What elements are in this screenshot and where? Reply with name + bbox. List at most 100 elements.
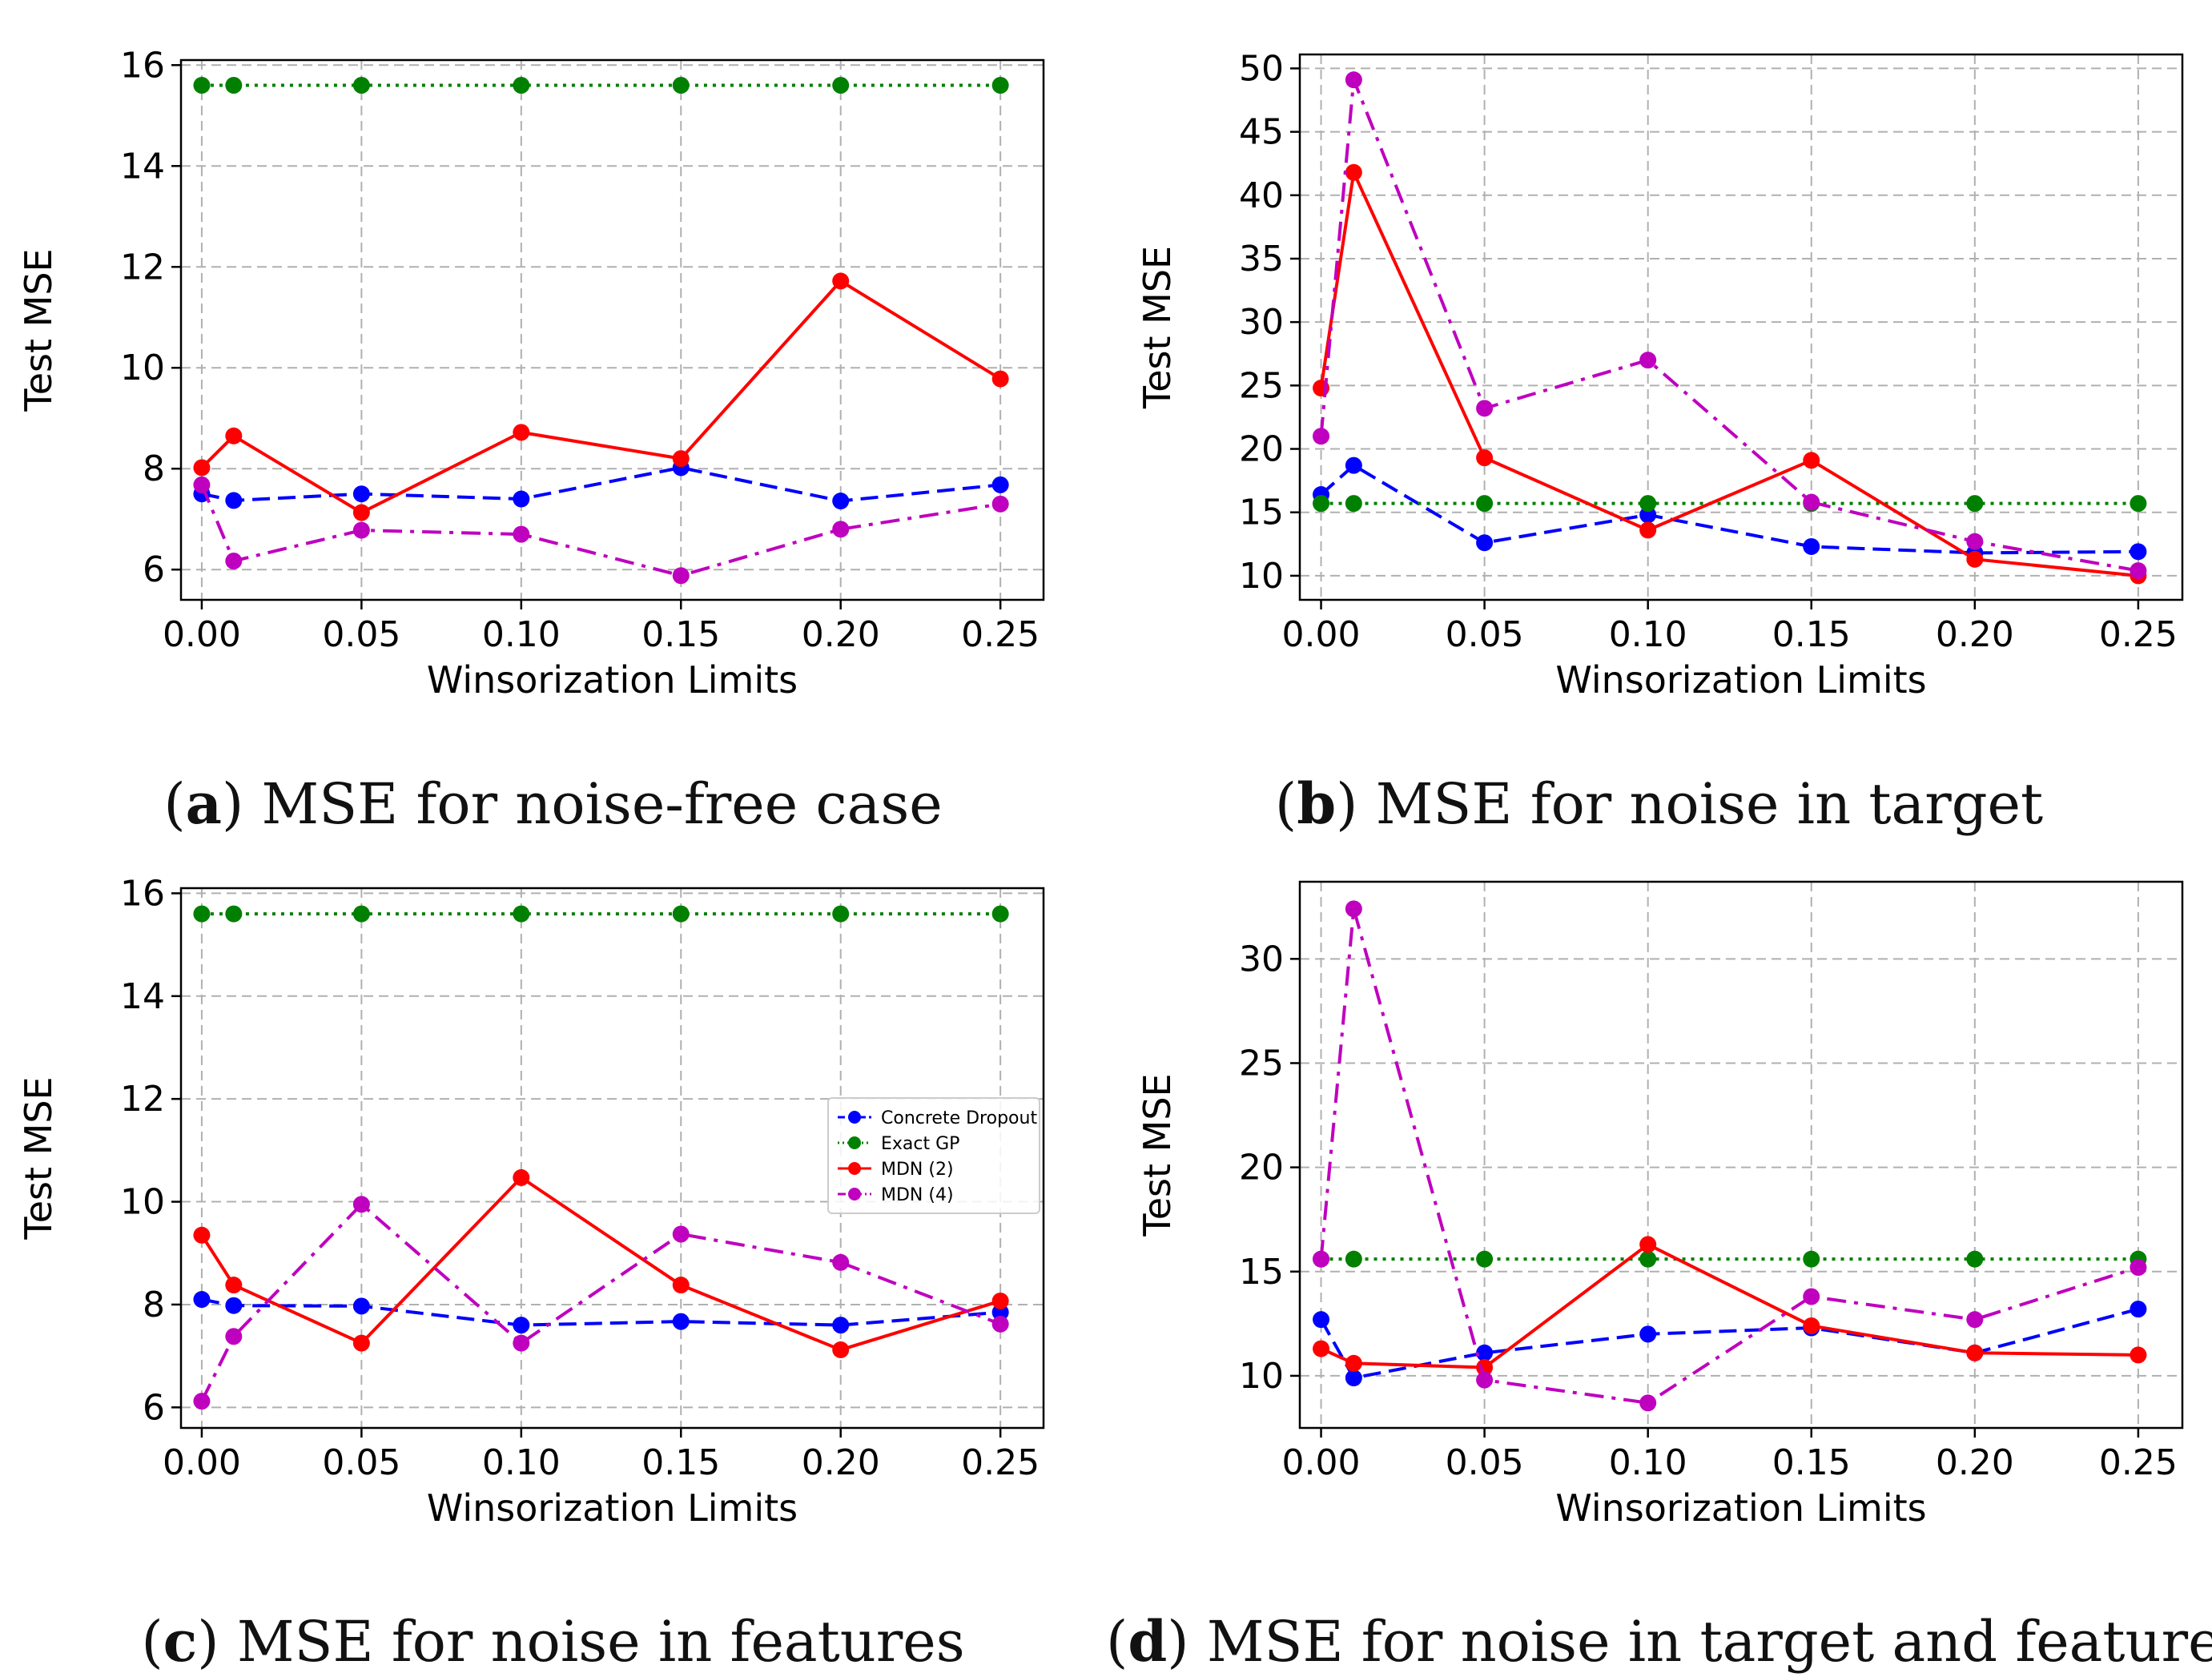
y-tick-label-a-1: 8 [143,448,165,489]
y-axis-label-b: Test MSE [1136,246,1179,409]
caption-b-text: MSE for noise in target [1375,771,2044,837]
point-a-concrete-dropout-6 [991,476,1009,493]
point-d-concrete-dropout-0 [1313,1311,1330,1329]
point-a-concrete-dropout-1 [225,492,243,509]
point-c-concrete-dropout-4 [672,1313,690,1330]
point-a-mdn-2-4 [672,450,690,468]
point-d-mdn-4-2 [1476,1371,1494,1389]
y-tick-label-c-2: 10 [120,1182,165,1223]
x-tick-label-c-0: 0.00 [163,1442,241,1483]
y-tick-label-c-5: 16 [120,873,165,914]
y-tick-label-c-1: 8 [143,1285,165,1325]
point-d-mdn-2-0 [1313,1340,1330,1357]
y-tick-label-b-6: 40 [1239,175,1284,216]
point-a-mdn-2-6 [991,370,1009,388]
chart-c-svg: 0.00 0.05 0.10 0.15 0.20 0.25 6 8 10 12 14 16 Winsor… [17,873,1045,1530]
point-c-exact-gp-1 [225,905,243,923]
point-a-mdn-2-1 [225,427,243,444]
caption-b: (b) MSE for noise in target [1274,770,2044,837]
series-line-c-concrete-dropout [201,1297,1001,1327]
point-a-exact-gp-2 [352,76,370,94]
point-b-mdn-4-0 [1313,428,1330,445]
point-c-mdn-2-4 [672,1277,690,1294]
point-d-concrete-dropout-1 [1345,1369,1362,1387]
point-a-mdn-4-0 [193,476,211,493]
y-tick-label-d-3: 25 [1239,1043,1284,1084]
point-b-exact-gp-5 [1966,495,1984,513]
y-tick-label-d-4: 30 [1239,939,1284,979]
point-c-exact-gp-2 [352,905,370,923]
point-d-mdn-4-3 [1639,1394,1657,1412]
point-c-exact-gp-0 [193,905,211,923]
point-a-concrete-dropout-5 [832,493,850,510]
series-line-b-concrete-dropout [1320,464,2138,555]
caption-d-label: d [1128,1608,1168,1675]
legend-marker-mdn-4 [848,1188,861,1200]
y-tick-label-d-2: 20 [1239,1148,1284,1188]
point-d-mdn-2-2 [1476,1359,1494,1377]
point-c-exact-gp-4 [672,905,690,923]
y-axis-label-d: Test MSE [1136,1073,1179,1237]
x-tick-label-a-5: 0.25 [961,614,1040,655]
x-tick-label-a-3: 0.15 [641,614,720,655]
point-d-mdn-4-5 [1966,1311,1984,1329]
point-a-exact-gp-3 [513,76,530,94]
caption-c: (c) MSE for noise in features [141,1608,965,1675]
point-c-concrete-dropout-0 [193,1291,211,1309]
point-c-mdn-2-6 [991,1292,1009,1309]
series-line-a-mdn-2 [200,279,1002,515]
chart-panel-c: 0.00 0.05 0.10 0.15 0.20 0.25 6 8 10 12 14 16 Winsor… [0,838,1106,1677]
y-tick-label-b-5: 35 [1239,239,1284,280]
point-a-mdn-4-4 [672,567,690,585]
chart-panel-d: 0.00 0.05 0.10 0.15 0.20 0.25 10 15 20 25 30 Winsor… [1106,838,2212,1677]
y-tick-label-c-3: 12 [120,1079,165,1120]
x-tick-label-d-4: 0.20 [1936,1442,2014,1483]
legend-marker-concrete-dropout [848,1111,861,1124]
point-d-mdn-2-4 [1803,1317,1820,1334]
point-d-mdn-2-3 [1639,1236,1657,1253]
point-b-mdn-2-4 [1803,452,1820,469]
point-d-exact-gp-4 [1803,1250,1820,1268]
y-tick-label-d-0: 10 [1239,1356,1284,1397]
y-tick-label-b-2: 20 [1239,429,1284,470]
point-b-mdn-4-2 [1476,400,1494,417]
y-tick-label-d-1: 15 [1239,1252,1284,1293]
point-b-mdn-2-5 [1966,550,1984,568]
point-d-exact-gp-5 [1966,1250,1984,1268]
plot-frame-d [1298,880,2184,1430]
chart-panel-a: 0.00 0.05 0.10 0.15 0.20 0.25 6 8 10 12 14 16 Winsor… [0,0,1106,838]
caption-c-label: c [163,1608,198,1675]
y-tick-label-b-0: 10 [1239,556,1284,597]
point-b-exact-gp-1 [1345,495,1362,513]
y-tick-label-a-3: 12 [120,247,165,288]
point-a-mdn-4-6 [991,495,1009,513]
caption-c-text: MSE for noise in features [236,1609,965,1675]
y-tick-label-a-2: 10 [120,348,165,388]
point-c-mdn-4-6 [991,1315,1009,1333]
chart-panel-b: 0.00 0.05 0.10 0.15 0.20 0.25 10 15 20 25 30 35 40 45… [1106,0,2212,838]
caption-d: (d) MSE for noise in target and features [1106,1608,2212,1675]
point-c-mdn-4-1 [225,1328,243,1345]
x-axis-label-a: Winsorization Limits [427,658,798,702]
legend-label-mdn-4: MDN (4) [881,1185,954,1205]
point-c-mdn-2-1 [225,1277,243,1294]
point-d-mdn-4-0 [1313,1250,1330,1268]
point-a-exact-gp-5 [832,76,850,94]
point-b-concrete-dropout-1 [1345,456,1362,474]
point-a-mdn-2-2 [352,504,370,521]
y-tick-label-a-5: 16 [120,45,165,86]
point-b-mdn-4-5 [1966,533,1984,550]
x-tick-label-c-3: 0.15 [641,1442,720,1483]
point-a-mdn-2-5 [832,272,850,290]
x-tick-label-c-5: 0.25 [961,1442,1040,1483]
point-a-exact-gp-0 [193,76,211,94]
point-a-mdn-2-3 [513,424,530,441]
legend-label-mdn-2: MDN (2) [881,1160,954,1180]
y-tick-label-c-0: 6 [143,1387,165,1428]
series-line-a-mdn-4 [200,484,1001,577]
point-a-mdn-4-3 [513,525,530,543]
point-a-mdn-4-2 [352,521,370,539]
point-d-exact-gp-1 [1345,1250,1362,1268]
y-axis-label-a: Test MSE [17,248,60,412]
point-c-exact-gp-6 [991,905,1009,923]
